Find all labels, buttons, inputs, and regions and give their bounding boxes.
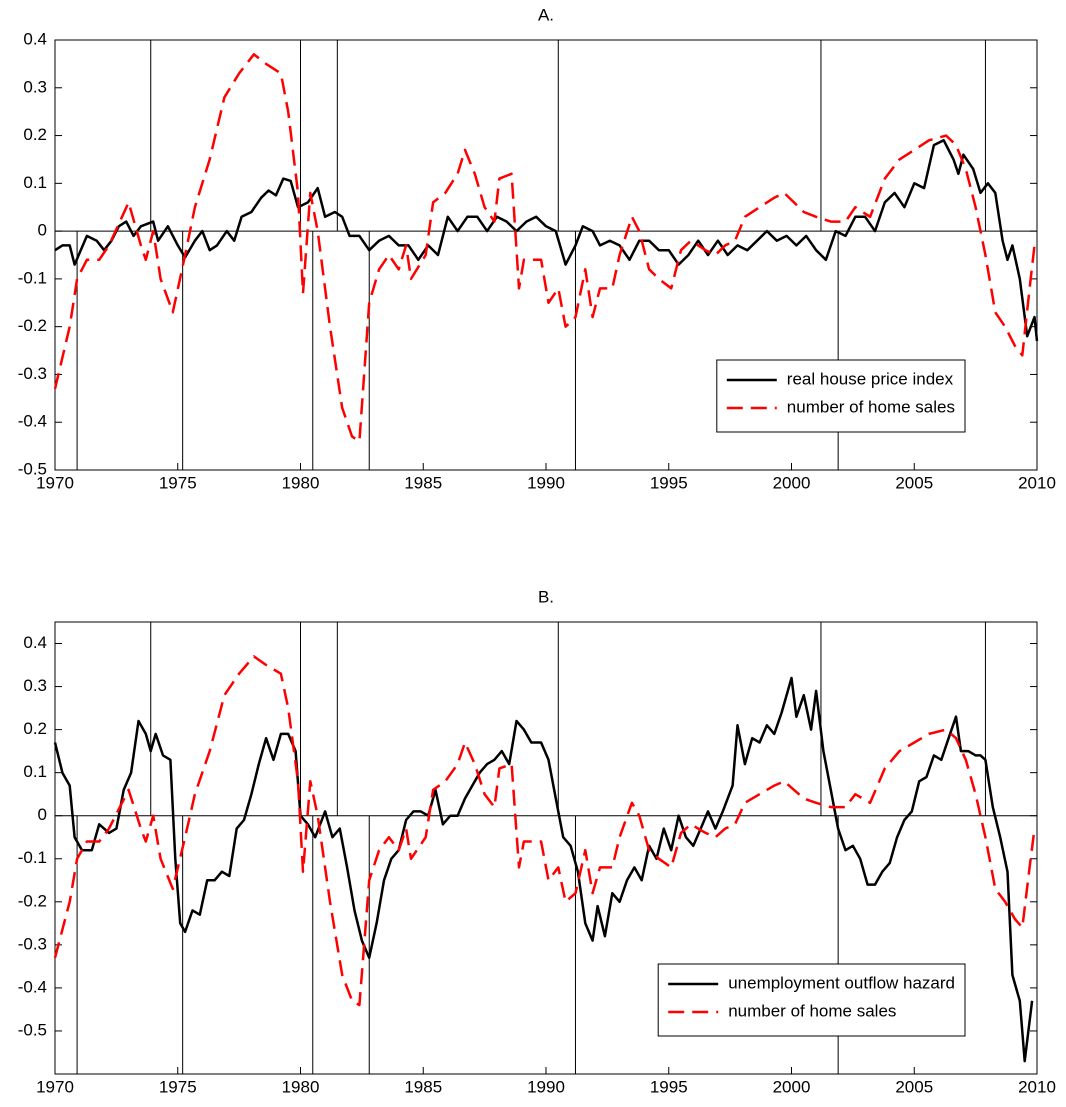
y-tick-label: -0.4 xyxy=(18,412,47,431)
x-tick-label: 1970 xyxy=(36,1077,74,1096)
y-tick-label: 0.4 xyxy=(23,633,47,652)
y-tick-label: 0.4 xyxy=(23,29,47,48)
x-tick-label: 1990 xyxy=(527,1077,565,1096)
legend-label: number of home sales xyxy=(787,397,955,416)
y-tick-label: -0.1 xyxy=(18,268,47,287)
x-tick-label: 2000 xyxy=(773,1077,811,1096)
legend-box xyxy=(716,359,966,433)
x-tick-label: 1980 xyxy=(282,473,320,492)
legend: real house price index number of home sal… xyxy=(716,359,966,433)
legend-label: unemployment outflow hazard xyxy=(728,973,955,992)
x-tick-label: 2005 xyxy=(895,1077,933,1096)
y-tick-label: 0.1 xyxy=(23,173,47,192)
y-tick-label: -0.2 xyxy=(18,316,47,335)
y-tick-label: -0.5 xyxy=(18,459,47,478)
y-tick-label: 0.1 xyxy=(23,762,47,781)
legend: unemployment outflow hazard number of hom… xyxy=(657,963,966,1037)
legend-label: number of home sales xyxy=(728,1001,896,1020)
x-tick-label: 1985 xyxy=(404,1077,442,1096)
series-line xyxy=(53,655,1036,1007)
legend-box xyxy=(657,963,966,1037)
y-tick-label: 0.3 xyxy=(23,676,47,695)
x-tick-label: 1990 xyxy=(527,473,565,492)
chart-title: B. xyxy=(538,587,554,606)
x-tick-label: 1970 xyxy=(36,473,74,492)
x-tick-label: 1975 xyxy=(159,473,197,492)
chart-title: A. xyxy=(538,5,554,24)
y-tick-label: 0.2 xyxy=(23,719,47,738)
y-tick-label: -0.3 xyxy=(18,934,47,953)
y-tick-label: 0.3 xyxy=(23,77,47,96)
y-tick-label: -0.3 xyxy=(18,364,47,383)
y-tick-label: -0.5 xyxy=(18,1020,47,1039)
x-tick-label: 1980 xyxy=(282,1077,320,1096)
y-tick-label: 0.2 xyxy=(23,125,47,144)
y-tick-label: -0.2 xyxy=(18,891,47,910)
x-tick-label: 1995 xyxy=(650,1077,688,1096)
y-tick-label: 0 xyxy=(38,221,47,240)
series-line xyxy=(54,139,1039,342)
legend-label: real house price index xyxy=(787,369,954,388)
x-tick-label: 2005 xyxy=(895,473,933,492)
x-tick-label: 1985 xyxy=(404,473,442,492)
x-tick-label: 1995 xyxy=(650,473,688,492)
y-tick-label: -0.1 xyxy=(18,848,47,867)
y-tick-label: -0.4 xyxy=(18,977,47,996)
x-tick-label: 2000 xyxy=(773,473,811,492)
x-tick-label: 1975 xyxy=(159,1077,197,1096)
x-tick-label: 2010 xyxy=(1018,1077,1056,1096)
x-tick-label: 2010 xyxy=(1018,473,1056,492)
series-line xyxy=(53,676,1034,1063)
y-tick-label: 0 xyxy=(38,805,47,824)
